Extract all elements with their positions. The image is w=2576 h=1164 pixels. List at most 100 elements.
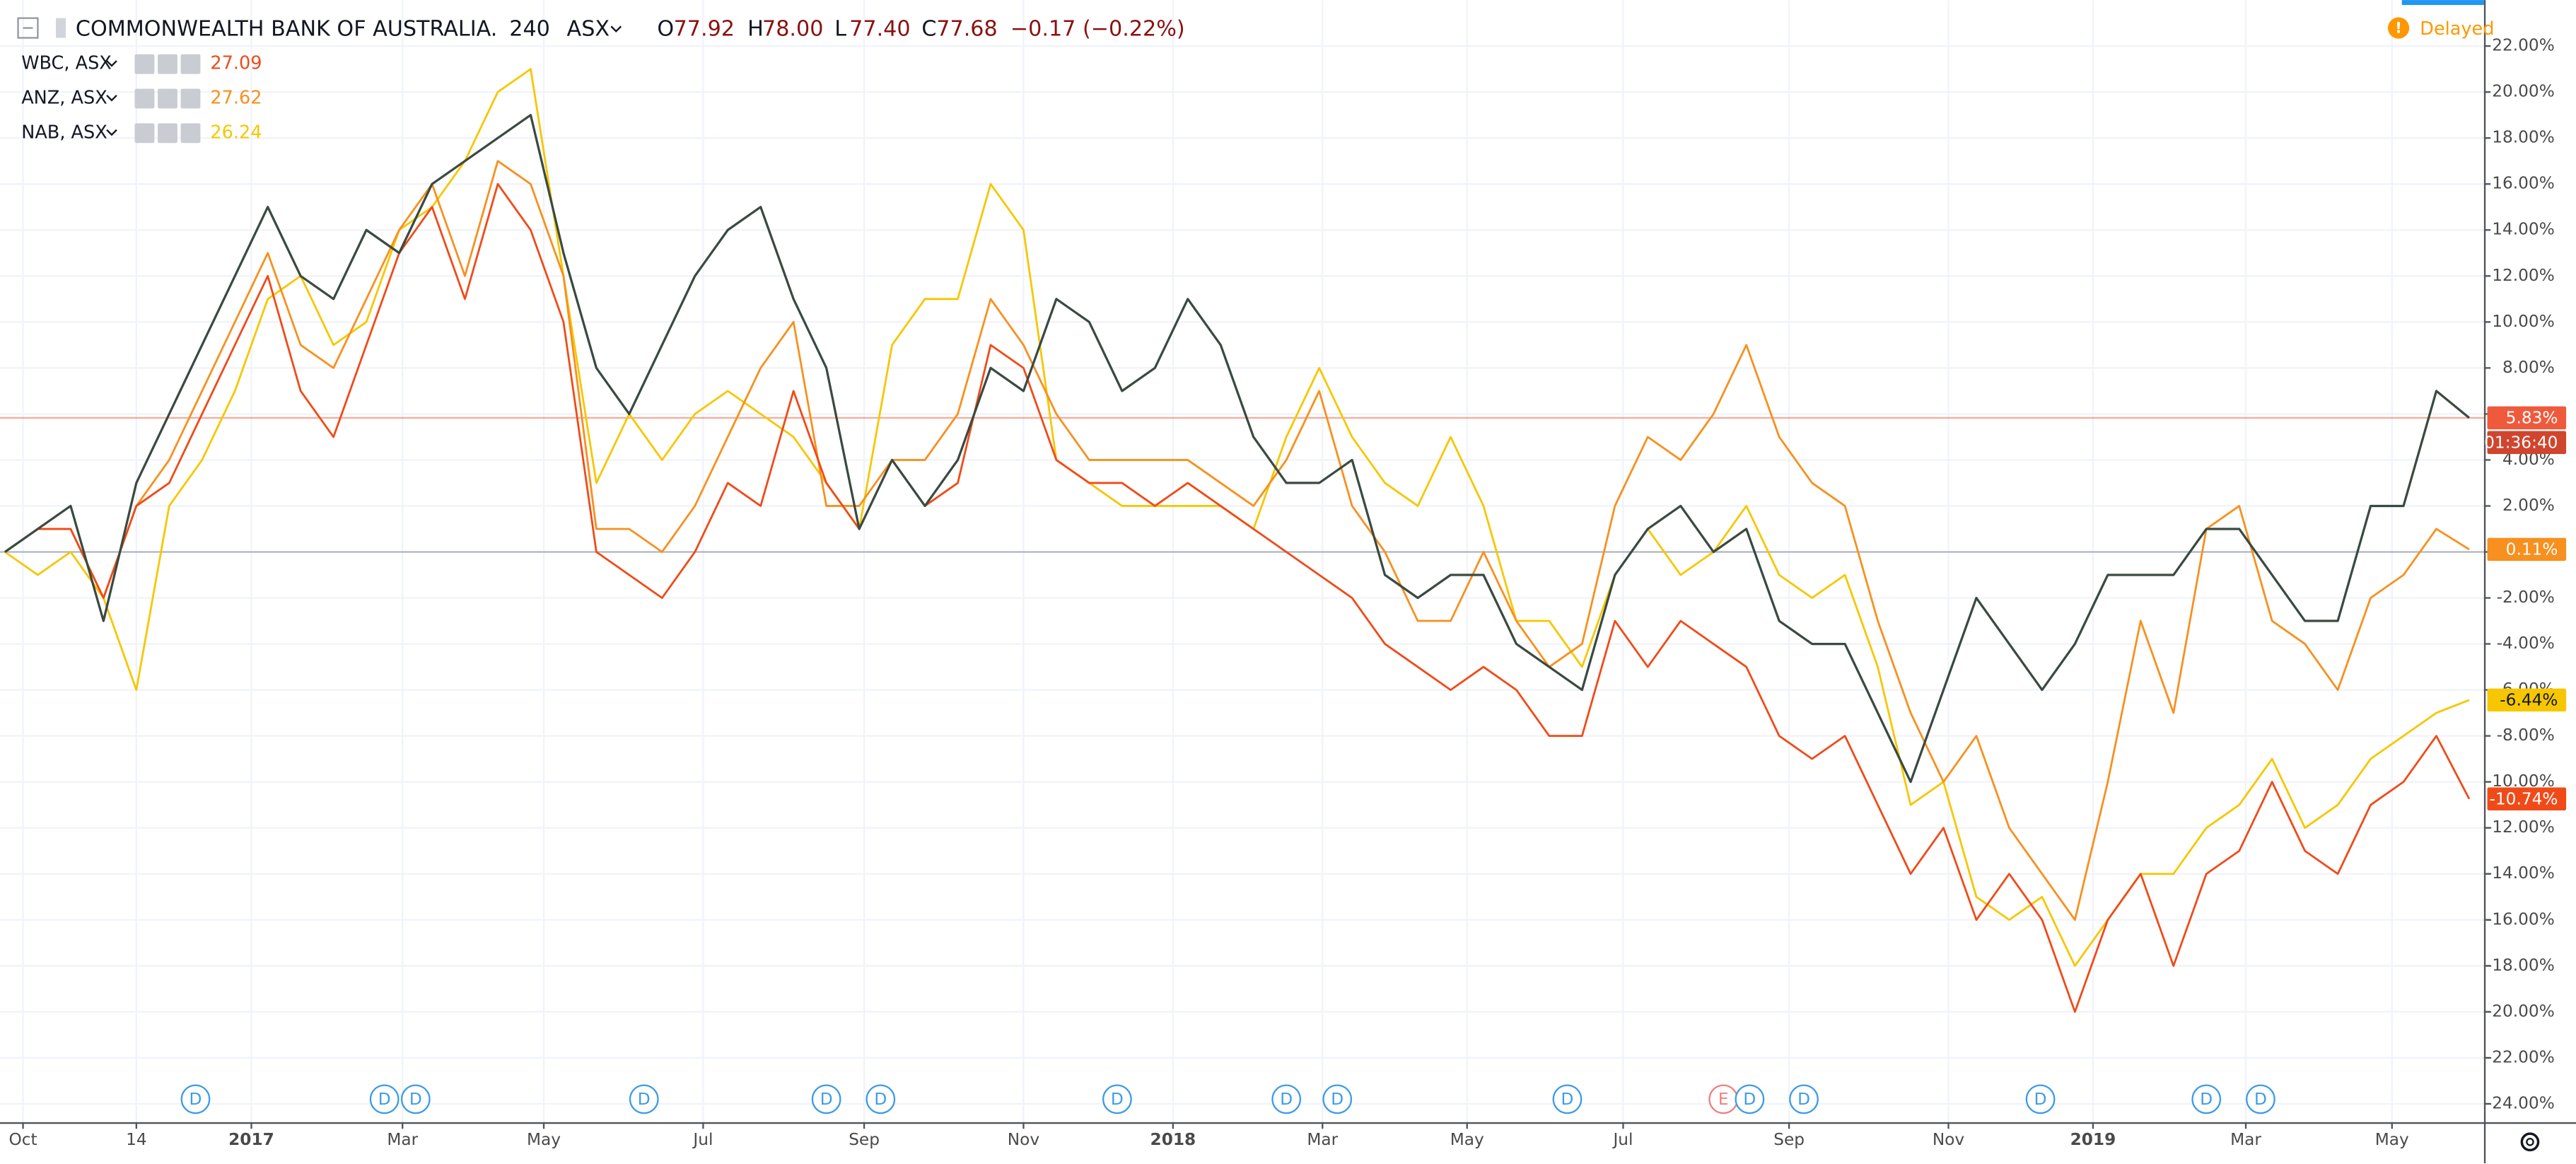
event-marker[interactable] — [2246, 1084, 2275, 1114]
event-marker[interactable] — [1789, 1084, 1819, 1114]
x-tick-label: Sep — [1773, 1130, 1805, 1149]
drag-handle — [55, 18, 66, 38]
interval[interactable]: 240 — [509, 16, 550, 41]
price-change: −0.17 (−0.22%) — [1010, 16, 1185, 41]
y-tick-label: 14.00% — [2492, 220, 2555, 239]
x-tick-label: May — [1450, 1130, 1484, 1149]
legend-caret — [106, 60, 117, 67]
delayed-icon[interactable] — [2387, 17, 2410, 39]
y-tick-label: -16.00% — [2486, 909, 2555, 929]
y-tick-label: 10.00% — [2492, 312, 2555, 331]
legend-button[interactable] — [134, 123, 155, 144]
y-tick-label: 18.00% — [2492, 128, 2555, 147]
x-tick-label: May — [527, 1130, 561, 1149]
legend-button[interactable] — [134, 88, 155, 109]
legend-button[interactable] — [134, 54, 155, 74]
last-value-badge — [2487, 688, 2567, 712]
y-tick-label: -20.00% — [2486, 1001, 2555, 1020]
legend-caret — [106, 129, 117, 136]
event-marker[interactable] — [1271, 1084, 1302, 1114]
last-value-label: 0.11% — [2506, 540, 2558, 559]
legend-value: 26.24 — [210, 122, 262, 143]
event-marker[interactable] — [1102, 1084, 1132, 1114]
event-marker[interactable] — [1552, 1084, 1583, 1114]
ohlc-value: 77.68 — [936, 16, 997, 41]
legend-button[interactable] — [158, 123, 177, 144]
series-line — [4, 182, 2471, 1013]
event-label: D — [1331, 1090, 1344, 1109]
ohlc-value: 77.40 — [849, 16, 910, 41]
y-tick-label: -12.00% — [2486, 817, 2555, 837]
countdown-label: 01:36:40 — [2484, 433, 2558, 452]
y-tick-label: 2.00% — [2502, 496, 2555, 515]
event-label: D — [1561, 1090, 1574, 1109]
event-label: D — [2034, 1090, 2047, 1109]
event-label: D — [190, 1090, 202, 1109]
y-tick-label: 22.00% — [2492, 36, 2555, 55]
event-marker[interactable] — [811, 1084, 841, 1114]
event-marker[interactable] — [629, 1084, 659, 1114]
event-marker[interactable] — [866, 1084, 896, 1114]
event-label: D — [820, 1090, 833, 1109]
x-tick-label: Nov — [1008, 1130, 1040, 1149]
x-tick-label: 14 — [126, 1130, 147, 1149]
series-line — [4, 114, 2471, 784]
last-value-label: 5.83% — [2506, 409, 2558, 428]
legend-header: COMMONWEALTH BANK OF AUSTRALIA. 240 ASX … — [17, 16, 2494, 144]
ohlc-label: H — [747, 16, 764, 41]
event-marker[interactable] — [180, 1084, 211, 1114]
x-tick-label: Jul — [1612, 1130, 1633, 1149]
y-tick-label: 8.00% — [2502, 358, 2555, 377]
legend-button[interactable] — [158, 54, 177, 74]
event-marker[interactable] — [1735, 1084, 1765, 1114]
legend-button[interactable] — [180, 54, 201, 74]
event-marker[interactable] — [1322, 1084, 1353, 1114]
event-label: D — [1743, 1090, 1756, 1109]
ohlc-label: O — [657, 16, 674, 41]
settings-button[interactable] — [2520, 1132, 2540, 1152]
event-marker[interactable] — [2191, 1084, 2222, 1114]
exchange-caret — [610, 25, 622, 33]
legend-button[interactable] — [180, 123, 201, 144]
event-marker[interactable] — [2025, 1084, 2056, 1114]
event-label: D — [1111, 1090, 1124, 1109]
x-tick-label: 2019 — [2070, 1130, 2116, 1149]
x-tick-label: Mar — [387, 1130, 418, 1149]
legend-name[interactable]: NAB, ASX — [21, 122, 107, 143]
ohlc-label: L — [834, 16, 846, 41]
legend-name[interactable]: ANZ, ASX — [21, 87, 107, 108]
collapse-button[interactable] — [17, 17, 39, 39]
plot — [4, 68, 2471, 1013]
ohlc-value: 78.00 — [762, 16, 823, 41]
last-value-badge — [2487, 406, 2567, 430]
event-marker[interactable] — [369, 1084, 400, 1114]
x-tick-label: Mar — [1307, 1130, 1338, 1149]
y-tick-label: -4.00% — [2497, 634, 2555, 653]
legend-name[interactable]: WBC, ASX — [21, 53, 112, 74]
x-tick-label: Nov — [1933, 1130, 1965, 1149]
delayed-status[interactable]: Delayed — [2420, 18, 2494, 40]
legend-button[interactable] — [180, 88, 201, 109]
y-tick-label: -18.00% — [2486, 955, 2555, 974]
exchange[interactable]: ASX — [567, 16, 610, 41]
last-value-badge — [2487, 787, 2567, 810]
settings-icon-center — [2526, 1137, 2534, 1146]
event-label: D — [378, 1090, 391, 1109]
legend-button[interactable] — [158, 88, 177, 109]
y-tick-label: 16.00% — [2492, 174, 2555, 193]
y-tick-label: -24.00% — [2486, 1093, 2555, 1112]
last-value-label: -10.74% — [2490, 789, 2558, 808]
y-tick-label: -22.00% — [2486, 1047, 2555, 1066]
countdown-badge — [2487, 431, 2567, 455]
event-label: D — [1280, 1090, 1293, 1109]
series-line — [4, 160, 2470, 921]
x-tick-label: Jul — [692, 1130, 713, 1149]
y-tick-label: -2.00% — [2497, 588, 2555, 607]
event-marker[interactable] — [400, 1084, 431, 1114]
y-tick-label: -14.00% — [2486, 863, 2555, 883]
x-tick-label: May — [2375, 1130, 2409, 1149]
x-tick-label: Sep — [849, 1130, 880, 1149]
legend-caret — [106, 95, 117, 102]
